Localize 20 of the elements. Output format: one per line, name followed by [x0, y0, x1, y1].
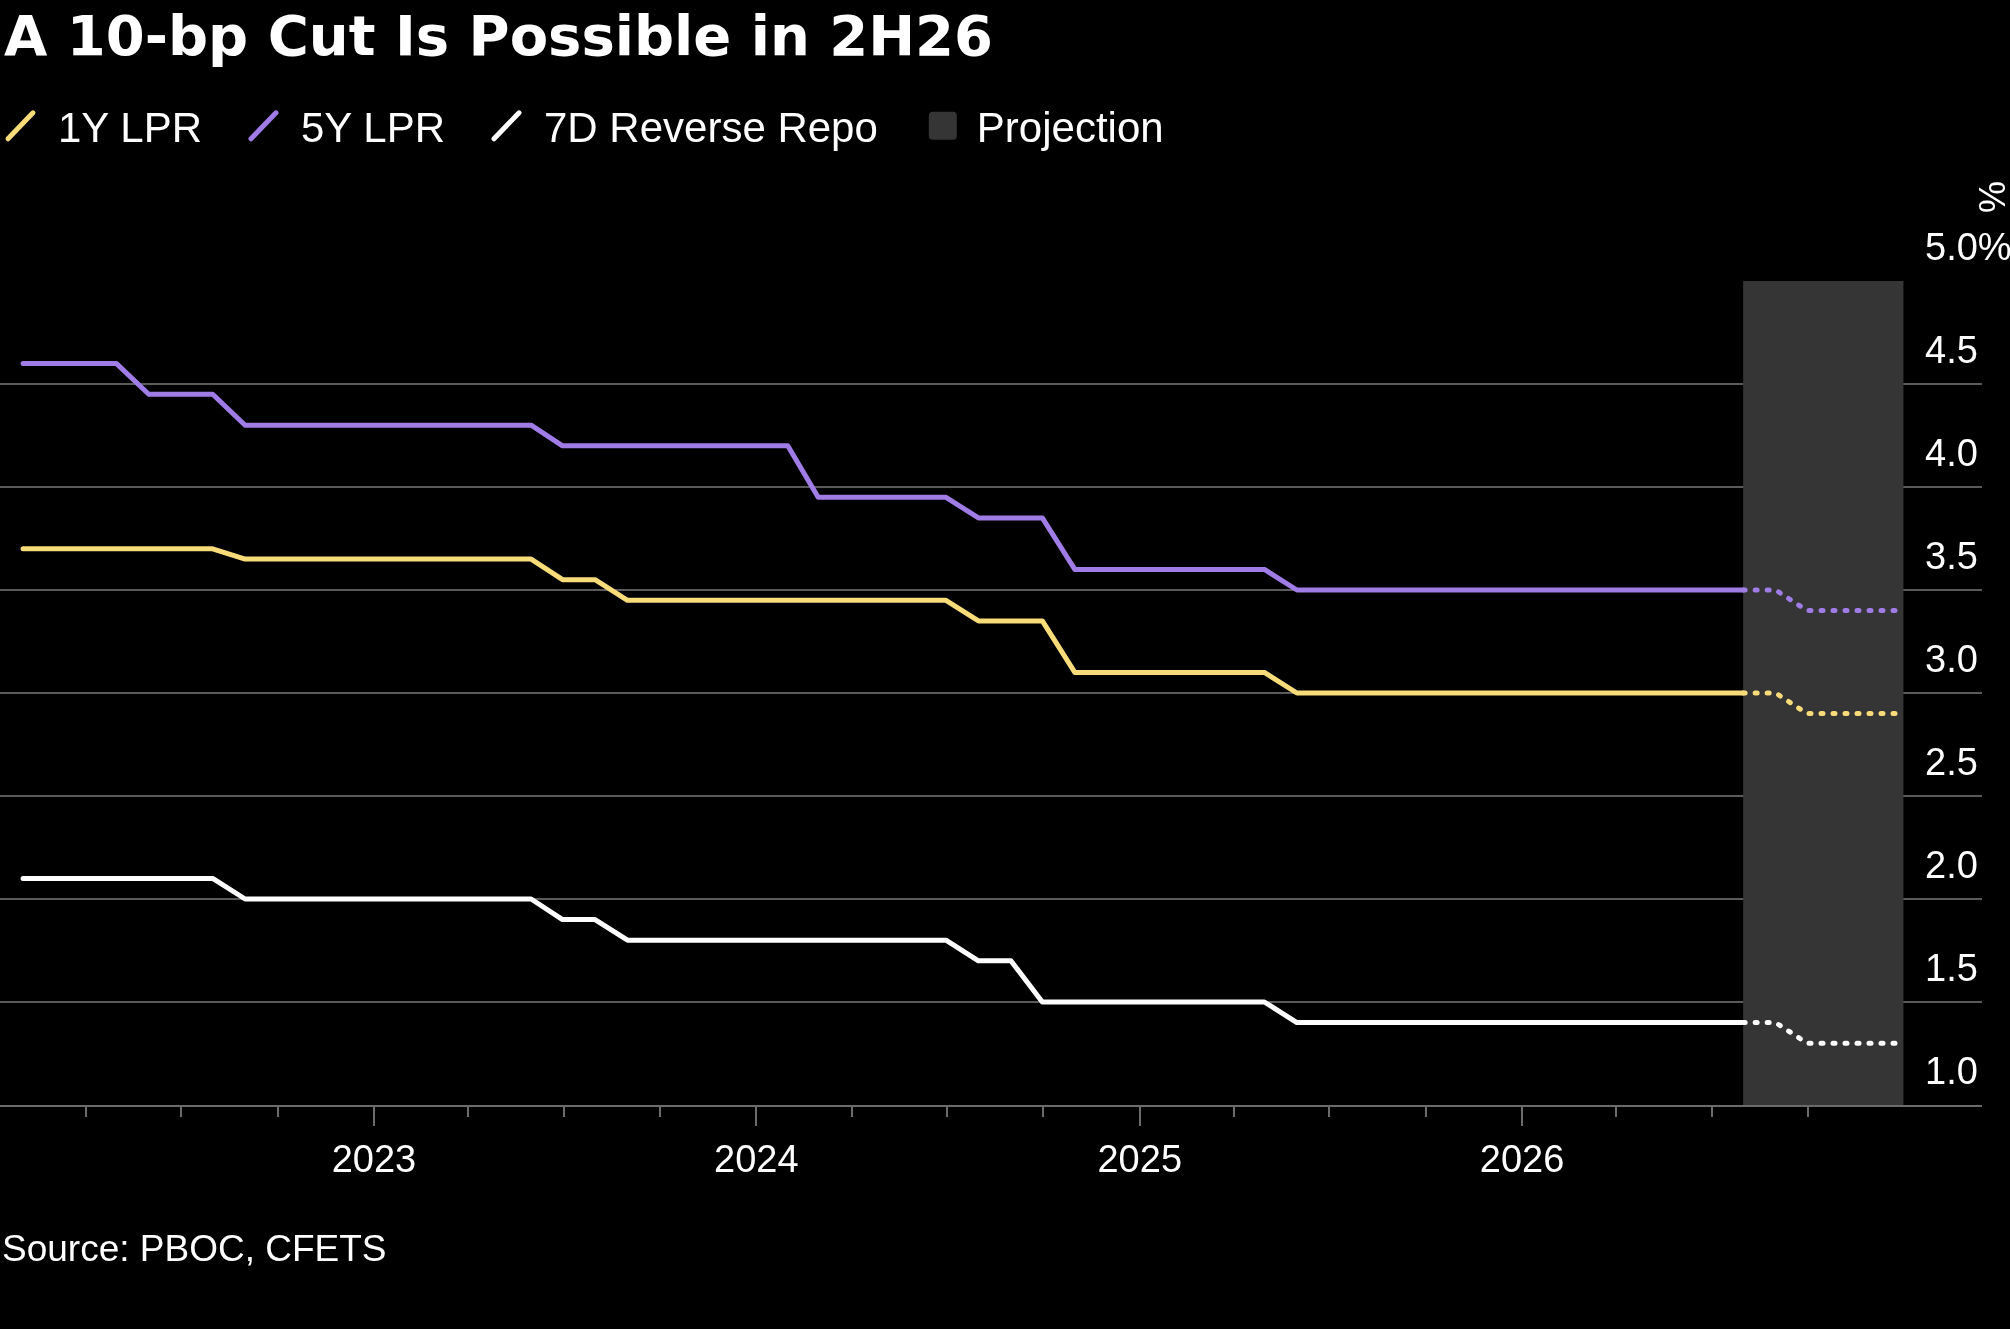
x-tick-label: 2024 — [714, 1137, 799, 1180]
legend-label: Projection — [976, 104, 1164, 152]
y-tick-label: 3.0 — [1925, 638, 1978, 681]
x-tick-label: 2026 — [1479, 1137, 1565, 1180]
legend-label: 1Y LPR — [58, 104, 202, 152]
y-tick-label: 5.0% — [1925, 226, 2010, 269]
chart-title: A 10-bp Cut Is Possible in 2H26 — [4, 2, 994, 68]
legend-label: 7D Reverse Repo — [544, 104, 878, 152]
x-tick-label: 2023 — [331, 1137, 417, 1180]
y-tick-label: 2.5 — [1925, 741, 1978, 784]
y-tick-label: 4.0 — [1925, 432, 1978, 475]
legend-label: 5Y LPR — [301, 104, 445, 152]
y-tick-label: 3.5 — [1925, 535, 1978, 578]
y-tick-label: 2.0 — [1925, 844, 1978, 887]
y-axis-title: % — [1972, 180, 2010, 213]
x-tick-label: 2025 — [1097, 1137, 1183, 1180]
y-tick-label: 1.0 — [1925, 1050, 1978, 1093]
source-note: Source: PBOC, CFETS — [2, 1228, 387, 1269]
y-tick-label: 1.5 — [1925, 947, 1978, 990]
y-tick-label: 4.5 — [1925, 329, 1978, 372]
